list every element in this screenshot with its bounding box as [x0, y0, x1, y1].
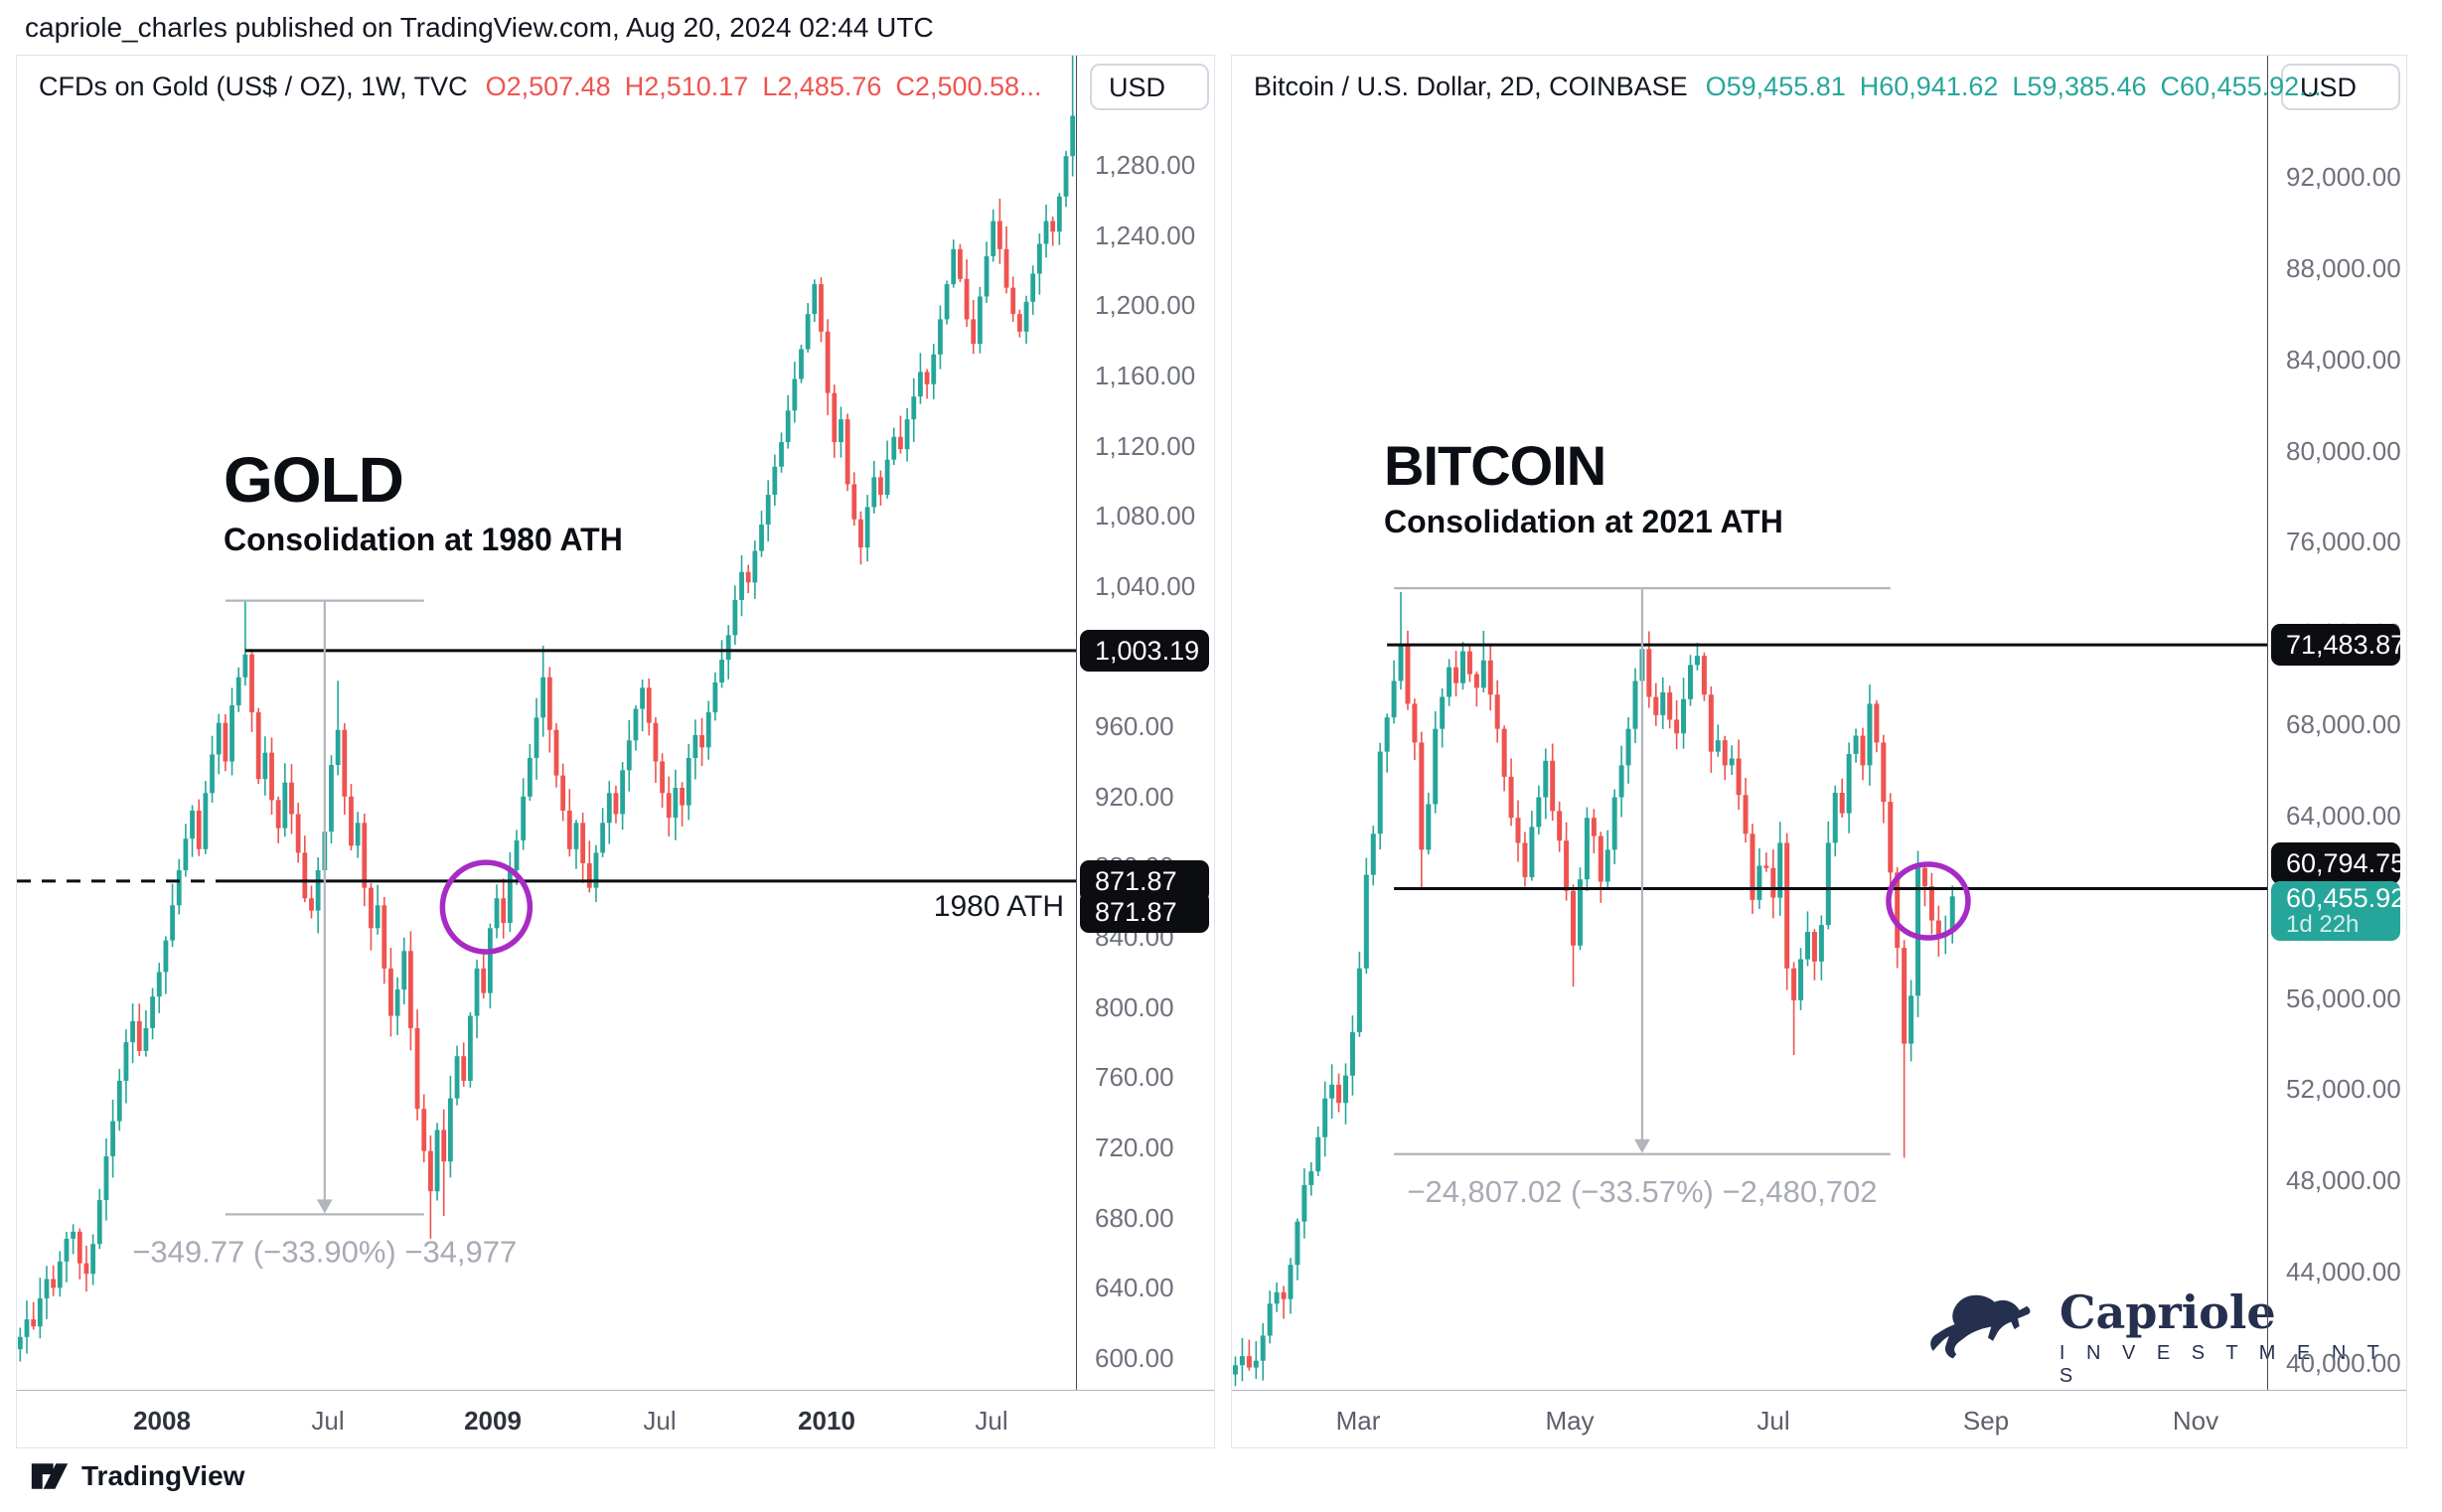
level-lines-layer[interactable]: [1387, 643, 2267, 891]
measure-tool[interactable]: −24,807.02 (−33.57%) −2,480,702: [1394, 587, 1891, 1209]
price-tick-label: 960.00: [1095, 711, 1174, 742]
gold-time-axis[interactable]: 2008 Jul 2009 Jul 2010 Jul: [17, 1390, 1214, 1447]
price-tick-label: 1,280.00: [1095, 150, 1196, 180]
gold-open-value: O2,507.48: [485, 72, 611, 101]
price-tick-label: 1,240.00: [1095, 220, 1196, 250]
price-tick-label: 48,000.00: [2286, 1165, 2401, 1196]
bitcoin-legend: Bitcoin / U.S. Dollar, 2D, COINBASE O59,4…: [1254, 72, 2336, 102]
consolidation-circle[interactable]: [1886, 861, 1971, 941]
bitcoin-title: BITCOIN: [1384, 434, 1606, 497]
tradingview-footer[interactable]: TradingView: [30, 1456, 244, 1496]
bitcoin-title-block: BITCOIN Consolidation at 2021 ATH: [1384, 438, 1783, 540]
bitcoin-currency-button[interactable]: USD: [2281, 64, 2400, 110]
price-tick-label: 92,000.00: [2286, 162, 2401, 192]
last-price-badge: 60,455.92 1d 22h: [2271, 881, 2405, 942]
price-tick-label: 920.00: [1095, 781, 1174, 812]
tradingview-icon: [31, 1463, 69, 1489]
time-tick-label: Jul: [311, 1406, 345, 1436]
time-tick-label: Nov: [2172, 1406, 2219, 1436]
capriole-sub: I N V E S T M E N T S: [2059, 1341, 2387, 1387]
bitcoin-high-value: H60,941.62: [1859, 72, 1999, 101]
price-tick-label: 64,000.00: [2286, 800, 2401, 831]
price-tick-label: 1,080.00: [1095, 501, 1196, 531]
price-tick-label: 84,000.00: [2286, 344, 2401, 375]
price-tick-label: 800.00: [1095, 991, 1174, 1022]
consolidation-circle[interactable]: [439, 859, 534, 955]
gold-title: GOLD: [224, 444, 404, 516]
price-tick-label: 720.00: [1095, 1133, 1174, 1163]
time-tick-label: 2008: [133, 1406, 191, 1436]
price-tick-label: 1,040.00: [1095, 570, 1196, 601]
capriole-watermark: Capriole I N V E S T M E N T S: [1927, 1287, 2406, 1388]
time-tick-label: Sep: [1962, 1406, 2010, 1436]
price-tick-label: 76,000.00: [2286, 527, 2401, 557]
bitcoin-symbol-label: Bitcoin / U.S. Dollar, 2D, COINBASE: [1254, 72, 1688, 101]
price-tick-label: 80,000.00: [2286, 435, 2401, 466]
measure-label: −24,807.02 (−33.57%) −2,480,702: [1407, 1174, 1877, 1209]
price-tick-label: 68,000.00: [2286, 709, 2401, 740]
price-tick-label: 600.00: [1095, 1343, 1174, 1373]
price-tick-label: 52,000.00: [2286, 1074, 2401, 1105]
ath-text-label: 1980 ATH: [934, 890, 1064, 923]
tradingview-label: TradingView: [81, 1460, 245, 1491]
price-tick-label: 56,000.00: [2286, 983, 2401, 1013]
gold-low-value: L2,485.76: [762, 72, 882, 101]
gold-legend: CFDs on Gold (US$ / OZ), 1W, TVC O2,507.4…: [39, 72, 1056, 102]
bitcoin-plot-area[interactable]: −24,807.02 (−33.57%) −2,480,702: [1232, 56, 2267, 1392]
publish-header: capriole_charles published on TradingVie…: [25, 12, 934, 43]
time-tick-label: May: [1545, 1406, 1595, 1436]
gold-close-value: C2,500.58...: [895, 72, 1042, 101]
gold-chart-panel: −349.77 (−33.90%) −34,977 1980 ATH CFDs o…: [16, 55, 1215, 1448]
bitcoin-time-axis[interactable]: Mar May Jul Sep Nov: [1232, 1390, 2406, 1447]
price-tick-label: 1,200.00: [1095, 290, 1196, 321]
bitcoin-low-value: L59,385.46: [2012, 72, 2147, 101]
bitcoin-open-value: O59,455.81: [1705, 72, 1846, 101]
time-tick-label: 2010: [798, 1406, 855, 1436]
price-tick-label: 680.00: [1095, 1202, 1174, 1233]
gold-high-value: H2,510.17: [624, 72, 749, 101]
bitcoin-subtitle: Consolidation at 2021 ATH: [1384, 504, 1783, 539]
price-level-badge: 71,483.87: [2271, 624, 2405, 667]
time-tick-label: Jul: [643, 1406, 677, 1436]
price-level-badge: 60,794.75: [2271, 841, 2405, 884]
time-tick-label: Jul: [975, 1406, 1008, 1436]
gold-symbol-label: CFDs on Gold (US$ / OZ), 1W, TVC: [39, 72, 468, 101]
candles-layer: [17, 56, 1076, 1362]
price-level-badge: 1,003.19: [1080, 629, 1209, 672]
gold-plot-area[interactable]: −349.77 (−33.90%) −34,977 1980 ATH: [17, 56, 1076, 1392]
time-tick-label: Mar: [1335, 1406, 1381, 1436]
capriole-name: Capriole: [2059, 1285, 2276, 1339]
capriole-horse-icon: [1930, 1294, 2031, 1359]
gold-currency-button[interactable]: USD: [1090, 64, 1209, 110]
level-lines-layer[interactable]: [17, 649, 1076, 883]
bar-countdown: 1d 22h: [2286, 911, 2360, 939]
price-tick-label: 40,000.00: [2286, 1348, 2401, 1378]
time-tick-label: Jul: [1756, 1406, 1790, 1436]
price-tick-label: 44,000.00: [2286, 1257, 2401, 1287]
bitcoin-chart-panel: Capriole I N V E S T M E N T S −24,807.0…: [1231, 55, 2407, 1448]
bitcoin-price-axis[interactable]: USD 92,000.00 88,000.00 84,000.00 80,000.00…: [2267, 56, 2408, 1391]
measure-label: −349.77 (−33.90%) −34,977: [132, 1234, 517, 1269]
gold-price-axis[interactable]: USD 1,280.00 1,240.00 1,200.00 1,160.00 1,12…: [1076, 56, 1216, 1391]
price-level-badge: 871.87: [1080, 890, 1209, 933]
price-tick-label: 760.00: [1095, 1062, 1174, 1093]
measure-tool[interactable]: −349.77 (−33.90%) −34,977: [132, 599, 517, 1270]
price-tick-label: 1,120.00: [1095, 430, 1196, 461]
gold-title-block: GOLD Consolidation at 1980 ATH: [224, 448, 623, 558]
candles-layer: [1232, 591, 1955, 1387]
bitcoin-close-value: C60,455.92...: [2160, 72, 2322, 101]
gold-subtitle: Consolidation at 1980 ATH: [224, 522, 623, 557]
price-tick-label: 88,000.00: [2286, 252, 2401, 283]
price-tick-label: 640.00: [1095, 1273, 1174, 1303]
time-tick-label: 2009: [464, 1406, 522, 1436]
price-tick-label: 1,160.00: [1095, 360, 1196, 390]
